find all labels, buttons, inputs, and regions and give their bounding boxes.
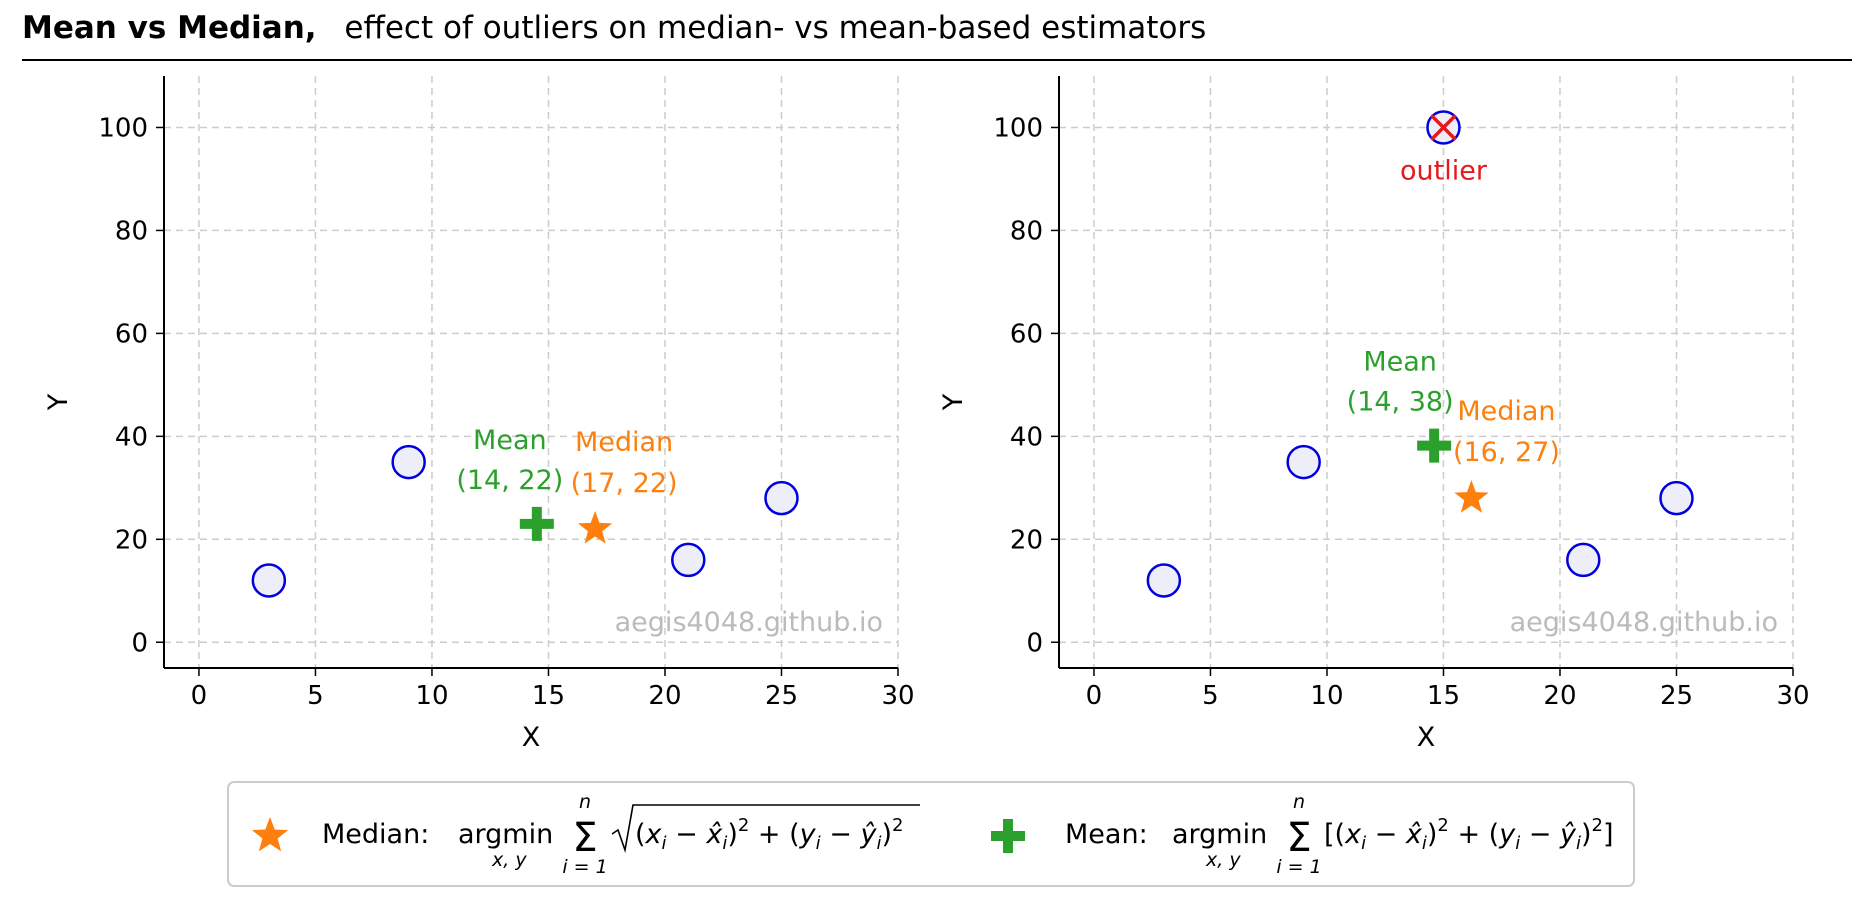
legend: Median: argmin x, y n Σ i = 1 (xi − x̂i)… xyxy=(227,781,1635,887)
outlier-cross-icon xyxy=(1430,114,1457,141)
y-tick-label: 40 xyxy=(115,422,148,452)
title-rest: effect of outliers on median- vs mean-ba… xyxy=(344,10,1206,46)
mean-marker-plus-icon xyxy=(1417,428,1452,463)
figure-title: Mean vs Median, effect of outliers on me… xyxy=(22,10,1206,46)
mean-label: Mean xyxy=(473,425,547,456)
mean-label: Mean xyxy=(1363,347,1437,378)
outlier-label: outlier xyxy=(1400,155,1488,186)
median-coordinate: (16, 27) xyxy=(1453,437,1560,468)
y-tick-label: 60 xyxy=(1010,319,1043,349)
right-chart: 0 5 10 15 20 25 30 0 20 40 60 80 100 X Yaegis4048.gith… xyxy=(938,76,1810,753)
x-tick-label: 0 xyxy=(1086,681,1103,711)
y-tick-label: 20 xyxy=(115,525,148,555)
legend-frame xyxy=(227,781,1635,887)
data-point xyxy=(391,444,426,480)
legend-median-sigma: Σ xyxy=(572,815,597,861)
x-tick-label: 25 xyxy=(765,681,798,711)
legend-mean-sum-bottom: i = 1 xyxy=(1276,856,1321,878)
data-point xyxy=(671,542,706,578)
y-tick-label: 80 xyxy=(1010,216,1043,246)
y-axis-label: Y xyxy=(43,393,74,411)
median-label: Median xyxy=(1457,396,1555,427)
y-tick-label: 40 xyxy=(1010,422,1043,452)
x-tick-label: 20 xyxy=(648,681,681,711)
legend-mean-argmin: argmin xyxy=(1172,819,1267,850)
data-point xyxy=(764,480,799,516)
legend-sqrt-radical xyxy=(611,804,920,854)
legend-median-formula: argmin x, y n Σ i = 1 (xi − x̂i)2 + (yi … xyxy=(458,791,920,878)
legend-mean-sum-top: n xyxy=(1293,791,1305,813)
legend-median-label: Median: xyxy=(322,819,429,850)
median-label: Median xyxy=(575,427,673,458)
mean-coordinate: (14, 22) xyxy=(456,465,563,496)
x-tick-label: 30 xyxy=(1776,681,1809,711)
data-point xyxy=(1146,563,1182,598)
data-point xyxy=(1659,480,1694,516)
y-tick-label: 100 xyxy=(98,113,148,143)
data-point xyxy=(1286,444,1321,480)
x-tick-label: 0 xyxy=(191,681,208,711)
data-point xyxy=(1566,542,1601,578)
y-tick-label: 80 xyxy=(115,216,148,246)
legend-mean-argmin-sub: x, y xyxy=(1205,849,1241,871)
y-tick-label: 60 xyxy=(115,319,148,349)
x-tick-label: 10 xyxy=(415,681,448,711)
x-axis-label: X xyxy=(522,722,541,753)
legend-mean-sigma: Σ xyxy=(1286,815,1311,861)
legend-mean-expression: [(xi − x̂i)2 + (yi − ŷi)2] xyxy=(1324,815,1614,854)
x-tick-label: 5 xyxy=(307,681,324,711)
mean-marker-plus-icon xyxy=(519,506,554,541)
legend-mean-formula: argmin x, y n Σ i = 1 [(xi − x̂i)2 + (yi… xyxy=(1172,791,1614,878)
legend-mean-label: Mean: xyxy=(1065,819,1148,850)
x-tick-label: 15 xyxy=(1427,681,1460,711)
median-marker-star-icon xyxy=(578,511,613,544)
y-tick-label: 20 xyxy=(1010,525,1043,555)
legend-median-radicand: (xi − x̂i)2 + (yi − ŷi)2 xyxy=(635,815,903,854)
title-bold: Mean vs Median, xyxy=(22,10,317,46)
x-tick-label: 30 xyxy=(881,681,914,711)
left-chart: 0 5 10 15 20 25 30 0 20 40 60 80 100 X Yaegis4048.gith… xyxy=(43,76,915,753)
x-tick-label: 25 xyxy=(1660,681,1693,711)
median-marker-star-icon xyxy=(1454,480,1489,513)
y-tick-label: 0 xyxy=(131,628,148,658)
x-tick-label: 15 xyxy=(532,681,565,711)
x-tick-label: 5 xyxy=(1202,681,1219,711)
legend-median-sum-bottom: i = 1 xyxy=(562,856,607,878)
x-tick-label: 10 xyxy=(1310,681,1343,711)
mean-coordinate: (14, 38) xyxy=(1347,387,1454,418)
y-tick-label: 0 xyxy=(1026,628,1043,658)
y-tick-label: 100 xyxy=(993,113,1043,143)
x-axis-label: X xyxy=(1417,722,1436,753)
legend-mean-plus-icon xyxy=(991,819,1025,853)
legend-median-argmin-sub: x, y xyxy=(491,849,527,871)
legend-median-star-icon xyxy=(251,817,289,852)
watermark: aegis4048.github.io xyxy=(615,607,883,638)
data-point xyxy=(251,563,287,598)
median-coordinate: (17, 22) xyxy=(571,468,678,499)
watermark: aegis4048.github.io xyxy=(1510,607,1778,638)
y-axis-label: Y xyxy=(938,393,969,411)
legend-median-sum-top: n xyxy=(579,791,591,813)
x-tick-label: 20 xyxy=(1543,681,1576,711)
legend-median-argmin: argmin xyxy=(458,819,553,850)
